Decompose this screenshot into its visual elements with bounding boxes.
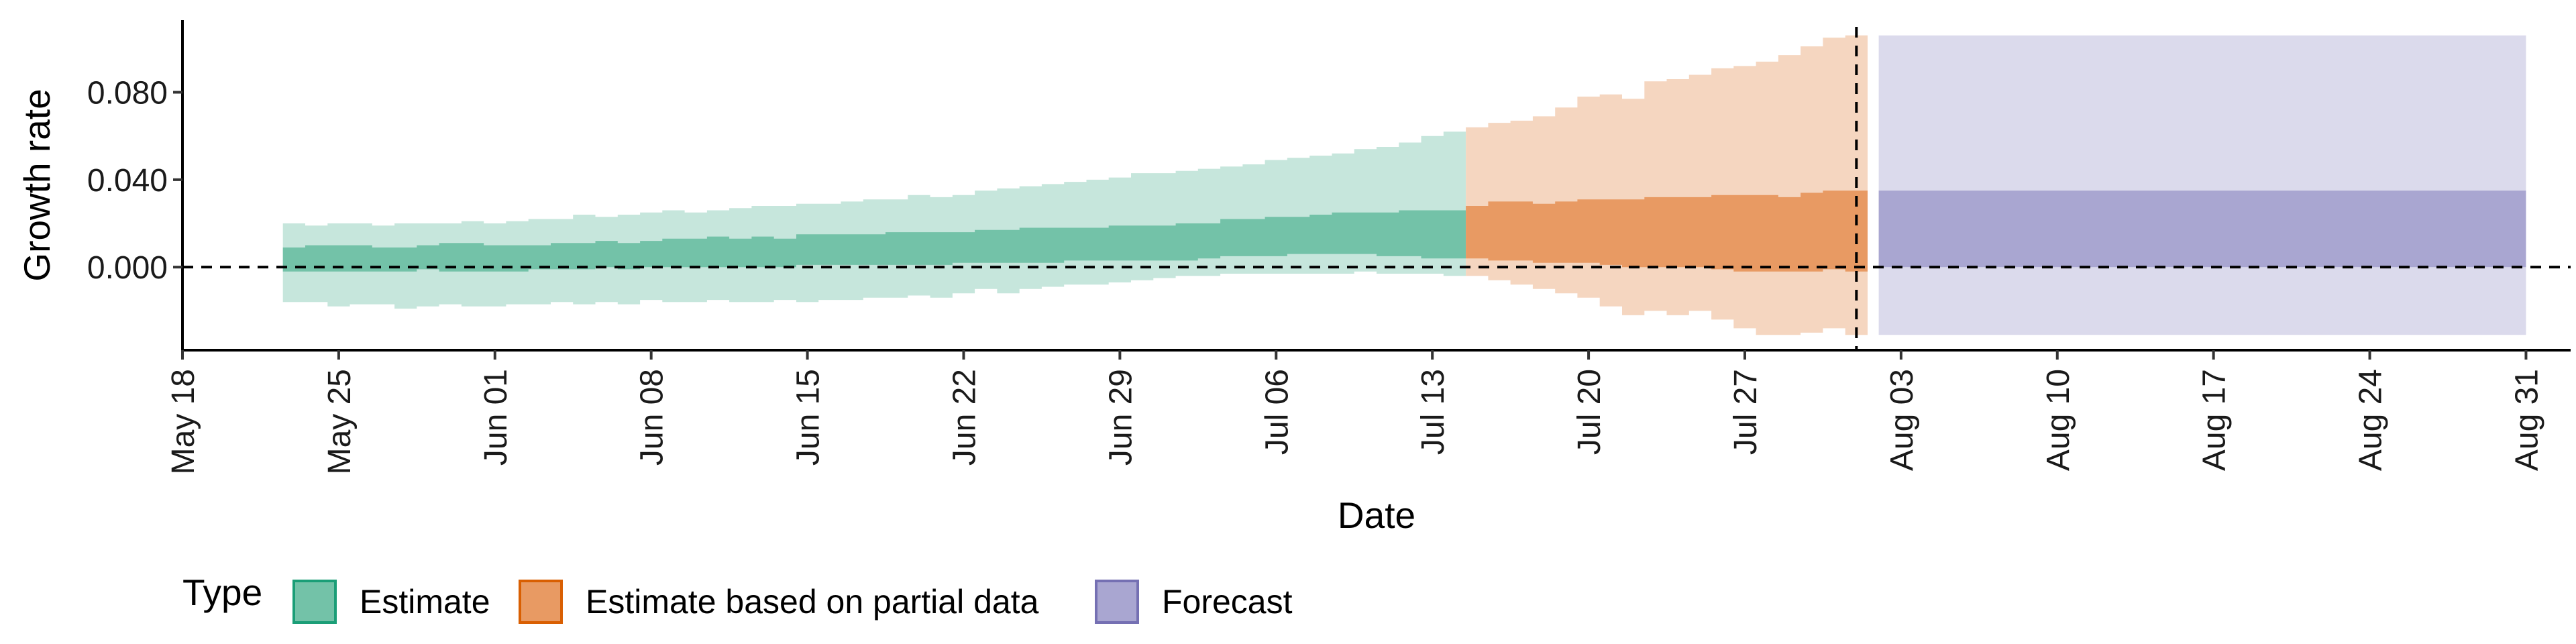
x-tick-label: May 25 — [322, 369, 358, 474]
x-tick-label: Aug 31 — [2510, 369, 2545, 471]
x-tick-label: Aug 10 — [2041, 369, 2076, 471]
x-tick-label: Jul 27 — [1728, 369, 1764, 455]
x-axis-title: Date — [1338, 494, 1415, 536]
band-50-estimate-based-on-partial-data — [1466, 191, 1868, 272]
band-90-estimate-based-on-partial-data — [1466, 35, 1868, 335]
axes-layer: 0.000 0.040 0.080 May 18 May 25 Jun 01 Jun 08 J… — [16, 20, 2571, 536]
legend-title: Type — [182, 572, 262, 613]
legend: Type Estimate Estimate based on partial da… — [182, 572, 1293, 624]
legend-label-estimate-based-on-partial-data: Estimate based on partial data — [586, 583, 1039, 621]
x-tick-label: Jul 06 — [1259, 369, 1295, 455]
x-tick-label: Jun 22 — [947, 369, 983, 466]
x-tick-label: Jun 15 — [791, 369, 826, 466]
x-tick-label: Jun 01 — [478, 369, 514, 466]
y-tick-label: 0.080 — [87, 76, 168, 111]
x-tick-label: Jun 08 — [635, 369, 670, 466]
legend-key-forecast — [1095, 580, 1139, 624]
reference-lines-layer — [182, 27, 2571, 350]
legend-key-estimate — [292, 580, 337, 624]
legend-label-forecast: Forecast — [1162, 583, 1293, 621]
band-50-estimate — [282, 210, 1466, 272]
legend-key-estimate-based-on-partial-data — [519, 580, 563, 624]
x-tick-label: Jul 13 — [1415, 369, 1451, 455]
band-50-forecast — [1878, 191, 2526, 268]
legend-label-estimate: Estimate — [360, 583, 490, 621]
y-axis-title: Growth rate — [16, 89, 58, 281]
x-tick-label: Aug 24 — [2353, 369, 2389, 471]
y-tick-label: 0.040 — [87, 163, 168, 199]
x-tick-label: Jun 29 — [1103, 369, 1138, 466]
x-tick-label: Jul 20 — [1572, 369, 1607, 455]
band-90-forecast — [1878, 35, 2526, 335]
x-tick-label: May 18 — [166, 369, 201, 474]
y-tick-label: 0.000 — [87, 250, 168, 286]
x-tick-label: Aug 17 — [2197, 369, 2233, 471]
x-tick-label: Aug 03 — [1884, 369, 1920, 471]
bands-layer — [282, 35, 2526, 335]
